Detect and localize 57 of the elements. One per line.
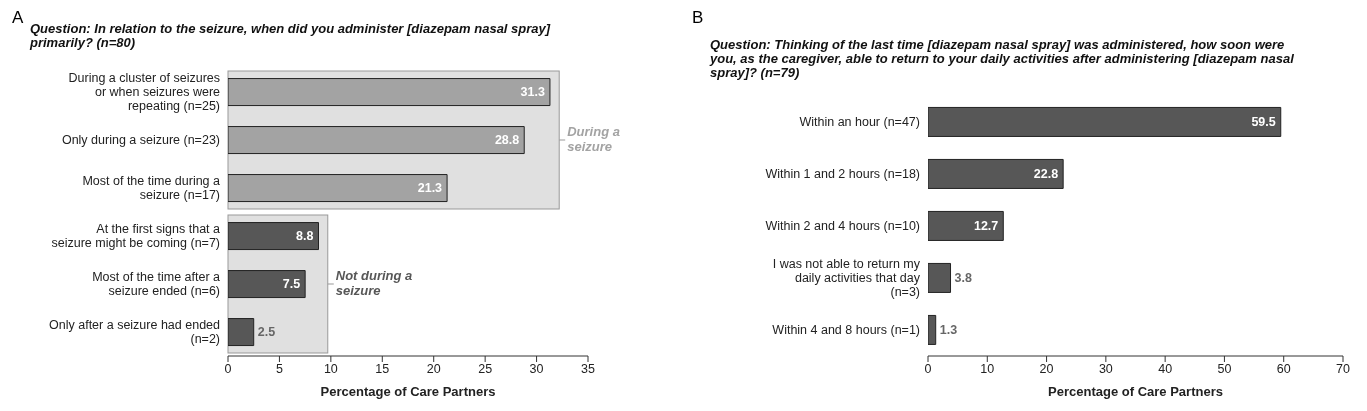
x-tick-label: 35	[581, 361, 595, 376]
bar	[928, 106, 1282, 137]
x-tick-label: 20	[1039, 361, 1054, 376]
data-label: 21.3	[417, 181, 443, 196]
annotation: During a seizure	[567, 124, 621, 154]
bar	[228, 174, 448, 203]
bar	[228, 270, 306, 299]
y-tick-label: Within 1 and 2 hours (n=18)	[765, 167, 920, 181]
x-tick-label: 10	[323, 361, 338, 376]
data-label: 59.5	[1251, 114, 1276, 129]
x-tick-label: 40	[1158, 361, 1173, 376]
chart-title: Question: In relation to the seizure, when did you administer [diazepam nasal spray] primarily? (n=80)	[30, 21, 552, 50]
y-tick-label: Within 4 and 8 hours (n=1)	[772, 323, 920, 337]
bar	[928, 210, 1004, 241]
data-label: 12.7	[973, 218, 999, 233]
y-tick-label: Within an hour (n=47)	[799, 115, 920, 129]
bar	[228, 126, 525, 155]
data-label: 31.3	[520, 85, 545, 100]
text: B	[692, 8, 704, 28]
x-tick-label: 0	[224, 361, 232, 376]
x-tick-label: 50	[1217, 361, 1232, 376]
x-tick-label: 10	[980, 361, 995, 376]
bar	[928, 158, 1064, 189]
x-axis-title: Percentage of Care Partners	[320, 384, 496, 399]
x-tick-label: 30	[1098, 361, 1113, 376]
y-tick-label: Only during a seizure (n=23)	[61, 133, 220, 147]
x-axis-title: Percentage of Care Partners	[1048, 384, 1223, 399]
y-tick-label: Only after a seizure had ended (n=2)	[49, 318, 221, 346]
bar	[228, 318, 255, 347]
data-label: 22.8	[1033, 166, 1059, 181]
data-label: 8.8	[296, 229, 314, 244]
data-label: 7.5	[282, 277, 301, 292]
y-tick-label: I was not able to return my daily activities that day (n=3)	[772, 257, 921, 299]
x-tick-label: 30	[529, 361, 544, 376]
data-label: 3.8	[954, 270, 972, 285]
x-tick-label: 20	[426, 361, 441, 376]
x-tick-label: 15	[375, 361, 390, 376]
text: A	[12, 8, 24, 28]
data-label: 1.3	[939, 322, 958, 337]
y-tick-label: Most of the time after a seizure ended (n=6)	[92, 270, 221, 298]
x-tick-label: 60	[1276, 361, 1291, 376]
y-tick-label: At the first signs that a seizure might be coming (n=7)	[51, 222, 221, 250]
bar	[228, 78, 551, 107]
y-tick-label: During a cluster of seizures or when seizures were repeating (n=25)	[68, 71, 221, 113]
x-tick-label: 0	[924, 361, 932, 376]
bar	[928, 262, 952, 293]
x-tick-label: 70	[1336, 361, 1350, 376]
bar	[228, 222, 320, 251]
y-tick-label: Most of the time during a seizure (n=17)	[82, 174, 221, 202]
chart-title: Question: Thinking of the last time [diazepam nasal spray] was administered, how soon were you, as the caregiver, able to return to your daily activities after administering [diazepam nasal spray]? (n=79)	[710, 37, 1295, 80]
data-label: 2.5	[257, 325, 276, 340]
annotation: Not during a seizure	[335, 268, 414, 298]
y-tick-label: Within 2 and 4 hours (n=10)	[765, 219, 920, 233]
bar	[928, 314, 937, 345]
x-tick-label: 25	[478, 361, 493, 376]
x-tick-label: 5	[275, 361, 283, 376]
data-label: 28.8	[494, 133, 520, 148]
